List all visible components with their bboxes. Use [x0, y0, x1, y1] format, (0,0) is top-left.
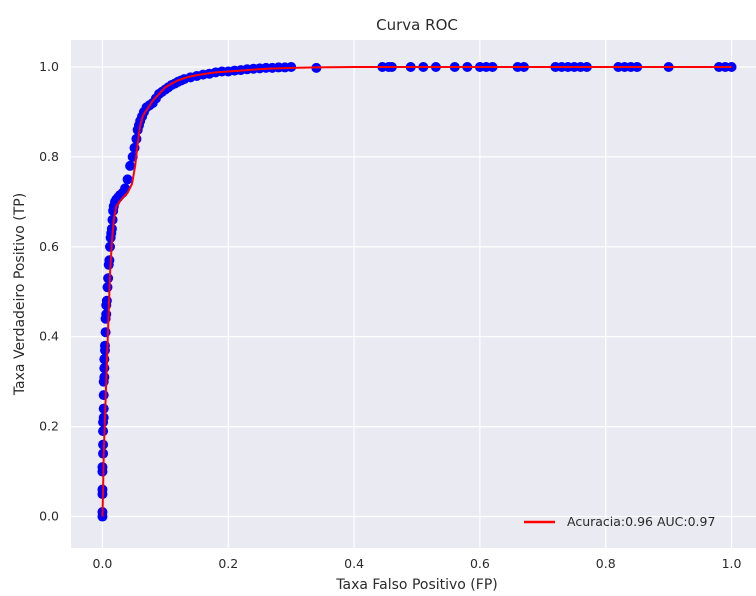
x-tick-label: 0.6: [470, 556, 490, 571]
roc-curve-line: [101, 65, 732, 517]
roc-point: [99, 372, 110, 383]
x-axis-label: Taxa Falso Positivo (FP): [335, 577, 497, 593]
roc-point: [98, 426, 109, 437]
legend: Acuracia:0.96 AUC:0.97: [524, 514, 715, 529]
roc-point: [125, 160, 136, 171]
grid: [71, 40, 756, 548]
y-tick-label: 0.0: [39, 509, 59, 524]
roc-point: [102, 282, 113, 293]
x-tick-label: 0.8: [596, 556, 616, 571]
y-axis-label: Taxa Verdadeiro Positivo (TP): [12, 193, 28, 396]
plot-area: [71, 40, 756, 548]
y-tick-labels: 0.0 0.2 0.4 0.6 0.8 1.0: [39, 59, 59, 524]
x-tick-label: 0.2: [218, 556, 238, 571]
roc-point: [106, 223, 117, 234]
x-tick-label: 0.4: [344, 556, 364, 571]
y-tick-label: 0.4: [39, 329, 59, 344]
roc-point: [131, 133, 142, 144]
roc-point: [98, 390, 109, 401]
x-tick-labels: 0.0 0.2 0.4 0.6 0.8 1.0: [93, 556, 742, 571]
roc-point: [122, 174, 133, 185]
y-tick-label: 0.8: [39, 149, 59, 164]
data-points: [97, 61, 737, 522]
roc-point: [97, 462, 108, 473]
legend-label: Acuracia:0.96 AUC:0.97: [567, 514, 715, 529]
roc-point: [100, 327, 111, 338]
roc-point: [99, 363, 110, 374]
y-tick-label: 0.2: [39, 419, 59, 434]
x-tick-label: 1.0: [722, 556, 742, 571]
roc-point: [103, 273, 114, 284]
roc-point: [98, 403, 109, 414]
y-tick-label: 0.6: [39, 239, 59, 254]
y-tick-label: 1.0: [39, 59, 59, 74]
roc-point: [105, 241, 116, 252]
roc-point: [98, 412, 109, 423]
x-tick-label: 0.0: [93, 556, 113, 571]
roc-point: [101, 295, 112, 306]
chart-title: Curva ROC: [376, 16, 458, 34]
roc-point: [101, 309, 112, 320]
roc-point: [104, 255, 115, 266]
